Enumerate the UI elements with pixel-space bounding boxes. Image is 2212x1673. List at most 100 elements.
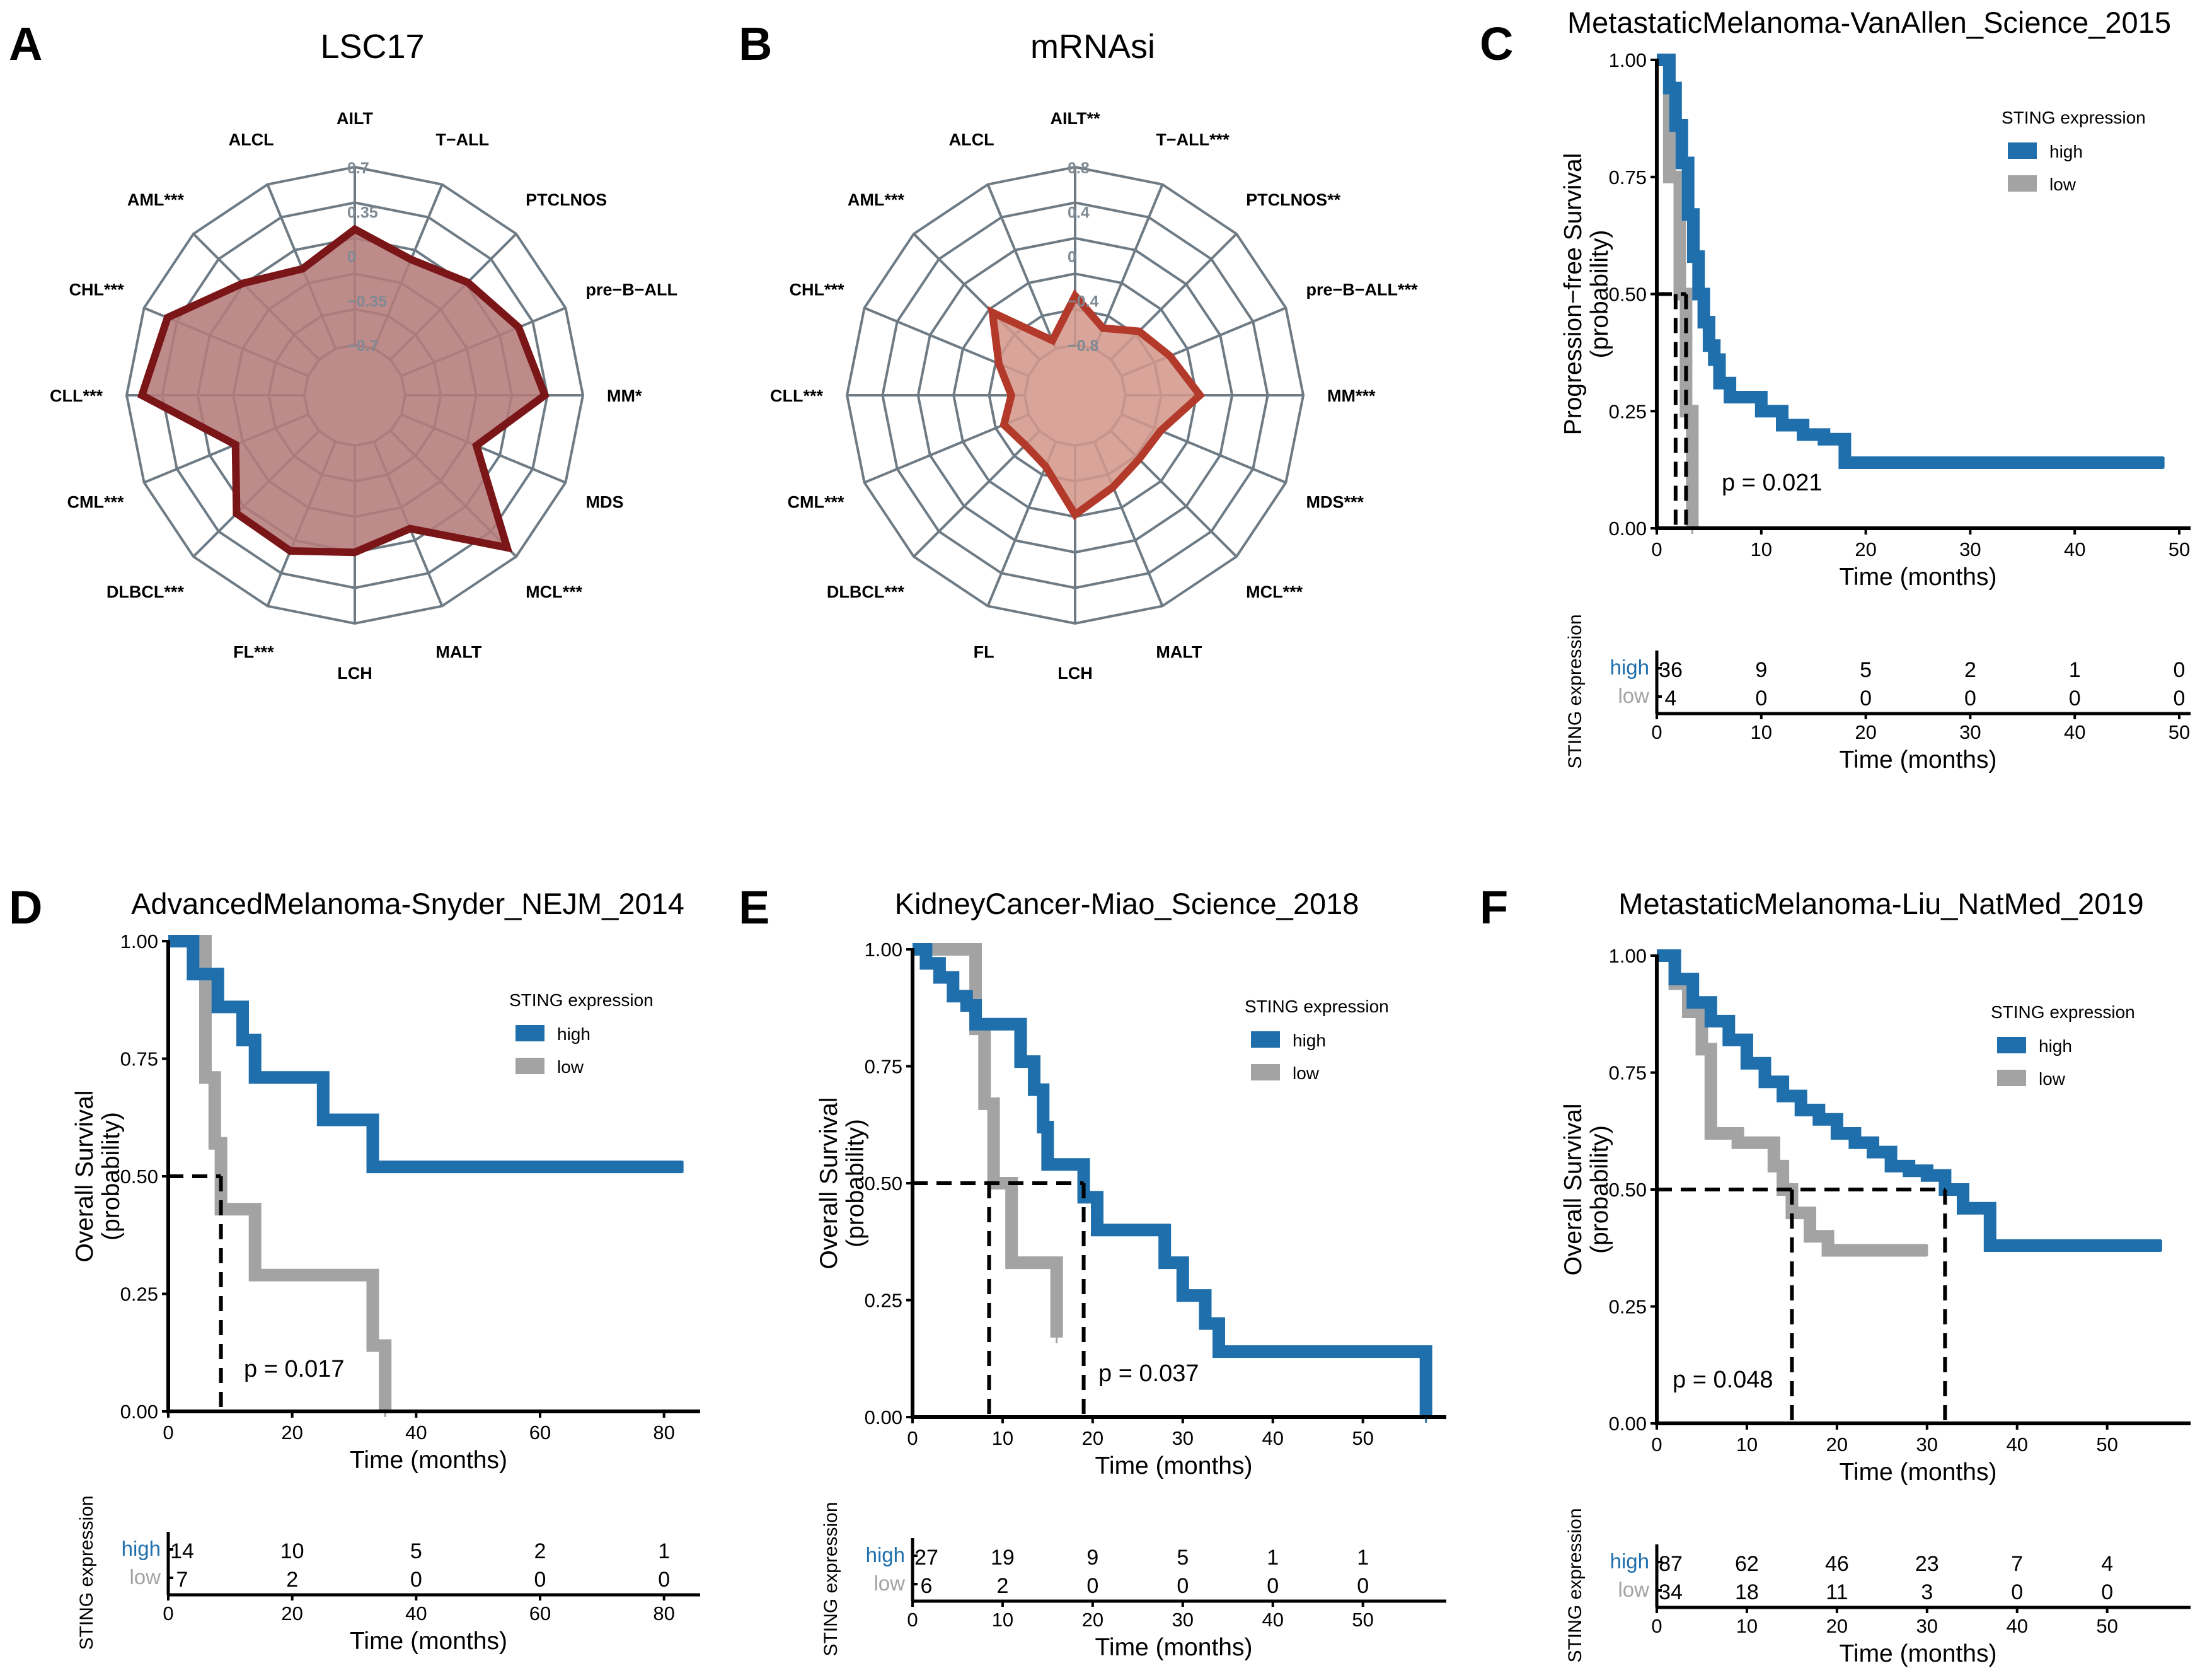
x-tick-label: 0 (1651, 538, 1662, 560)
radar-axis-label: MM* (607, 386, 642, 405)
risk-x-tick-label: 0 (163, 1602, 173, 1624)
x-tick-label: 80 (653, 1421, 674, 1444)
x-axis-label: Time (months) (1840, 564, 1997, 591)
risk-count-low: 18 (1735, 1580, 1759, 1604)
radar-data-area (137, 224, 550, 557)
radar-tick-label: 0 (347, 248, 356, 266)
risk-count-high: 19 (991, 1546, 1015, 1570)
radar-tick-label: 0.7 (347, 159, 369, 177)
risk-count-low: 0 (2069, 686, 2081, 710)
legend-label-low: low (1293, 1063, 1320, 1083)
risk-row-label-high: high (1610, 656, 1649, 679)
risk-count-high: 9 (1755, 658, 1767, 682)
x-axis-label: Time (months) (1095, 1452, 1253, 1479)
radar-tick-label: 0 (1068, 248, 1076, 266)
risk-table-title: STING expression (76, 1495, 97, 1650)
legend-swatch-low (1997, 1070, 2026, 1086)
panel-letter-f: F (1480, 881, 1508, 934)
risk-x-axis-label: Time (months) (1840, 1640, 1997, 1667)
risk-x-tick-label: 50 (2096, 1615, 2117, 1637)
y-tick-label: 0.75 (1609, 166, 1647, 188)
risk-x-tick-label: 20 (281, 1602, 302, 1624)
y-tick-label: 0.50 (1609, 284, 1647, 306)
y-tick-label: 0.25 (1609, 400, 1647, 422)
p-value-label: p = 0.037 (1098, 1360, 1199, 1387)
radar-data-area (988, 289, 1206, 520)
risk-x-tick-label: 0 (1651, 1615, 1662, 1637)
x-tick-label: 50 (1352, 1427, 1373, 1449)
y-tick-label: 0.00 (1609, 1413, 1647, 1435)
risk-x-axis-label: Time (months) (1095, 1634, 1253, 1661)
y-tick-label: 0.50 (120, 1166, 158, 1188)
risk-count-high: 5 (1177, 1546, 1189, 1570)
survival-curve-high (1657, 54, 2164, 469)
risk-count-high: 23 (1915, 1552, 1939, 1576)
risk-x-tick-label: 50 (2169, 721, 2190, 743)
risk-count-high: 46 (1825, 1552, 1849, 1576)
radar-spoke (913, 430, 1040, 558)
risk-x-tick-label: 40 (405, 1602, 427, 1624)
legend-swatch-high (2008, 142, 2037, 159)
y-tick-label: 1.00 (120, 930, 158, 952)
radar-axis-label: CML*** (787, 492, 844, 511)
risk-count-low: 0 (658, 1568, 670, 1592)
risk-x-tick-label: 60 (529, 1602, 551, 1624)
y-tick-label: 0.25 (120, 1283, 158, 1305)
x-tick-label: 40 (405, 1421, 427, 1444)
risk-count-low: 0 (2101, 1580, 2113, 1604)
risk-x-tick-label: 0 (907, 1609, 918, 1631)
risk-x-tick-label: 30 (1172, 1609, 1194, 1631)
x-axis-label: Time (months) (1840, 1459, 1997, 1486)
risk-count-low: 0 (1267, 1574, 1279, 1598)
risk-count-high: 0 (2174, 658, 2186, 682)
y-tick-label: 0.00 (120, 1401, 158, 1423)
km-chart-vanallen: MetastaticMelanoma-VanAllen_Science_2015… (1560, 6, 2191, 773)
y-axis-label-line1: Overall Survival (815, 1097, 843, 1269)
x-axis-label: Time (months) (350, 1447, 507, 1474)
legend-swatch-low (2008, 175, 2037, 192)
radar-tick-label: 0.8 (1068, 159, 1090, 177)
risk-row-label-low: low (873, 1572, 905, 1595)
y-tick-label: 0.75 (865, 1056, 902, 1078)
risk-x-tick-label: 10 (992, 1609, 1013, 1631)
y-tick-label: 1.00 (1609, 49, 1647, 71)
x-tick-label: 0 (1651, 1433, 1662, 1456)
radar-axis-label: ALCL (229, 130, 274, 149)
risk-row-label-low: low (1618, 684, 1649, 707)
km-title: AdvancedMelanoma-Snyder_NEJM_2014 (131, 887, 684, 920)
risk-x-tick-label: 30 (1959, 721, 1981, 743)
radar-axis-label: MCL*** (526, 582, 582, 601)
y-axis-label-line2: (probability) (1586, 1125, 1613, 1254)
y-tick-label: 0.25 (865, 1290, 902, 1312)
radar-axis-label: MCL*** (1246, 582, 1303, 601)
y-axis-label-line2: (probability) (1586, 230, 1613, 359)
radar-axis-label: MM*** (1327, 386, 1376, 405)
legend-swatch-low (516, 1058, 544, 1074)
risk-x-tick-label: 20 (1082, 1609, 1103, 1631)
km-title: MetastaticMelanoma-VanAllen_Science_2015 (1567, 6, 2171, 39)
risk-table-title: STING expression (821, 1502, 841, 1656)
risk-x-tick-label: 50 (1352, 1609, 1373, 1631)
risk-x-tick-label: 20 (1855, 721, 1876, 743)
y-tick-label: 0.75 (1609, 1062, 1647, 1084)
p-value-label: p = 0.021 (1722, 470, 1823, 496)
radar-axis-label: MDS (586, 492, 624, 511)
risk-row-label-high: high (866, 1543, 905, 1566)
radar-axis-label: ALCL (949, 130, 994, 149)
x-tick-label: 40 (2006, 1433, 2027, 1456)
legend-label-high: high (2049, 142, 2083, 161)
km-chart-liu: MetastaticMelanoma-Liu_NatMed_2019 0.00 0.… (1560, 887, 2191, 1667)
risk-count-low: 3 (1921, 1580, 1933, 1604)
radar-axis-label: T−ALL (435, 130, 489, 149)
risk-x-tick-label: 80 (653, 1602, 674, 1624)
risk-count-low: 0 (2174, 686, 2186, 710)
p-value-label: p = 0.048 (1673, 1367, 1773, 1393)
risk-count-high: 62 (1735, 1552, 1759, 1576)
y-axis-label-line2: (probability) (98, 1112, 125, 1241)
risk-count-high: 2 (1964, 658, 1976, 682)
risk-count-low: 0 (2011, 1580, 2023, 1604)
risk-count-high: 2 (534, 1539, 546, 1563)
radar-axis-label: CLL*** (50, 386, 103, 405)
y-axis-label-line2: (probability) (842, 1119, 869, 1248)
risk-count-high: 1 (658, 1539, 670, 1563)
